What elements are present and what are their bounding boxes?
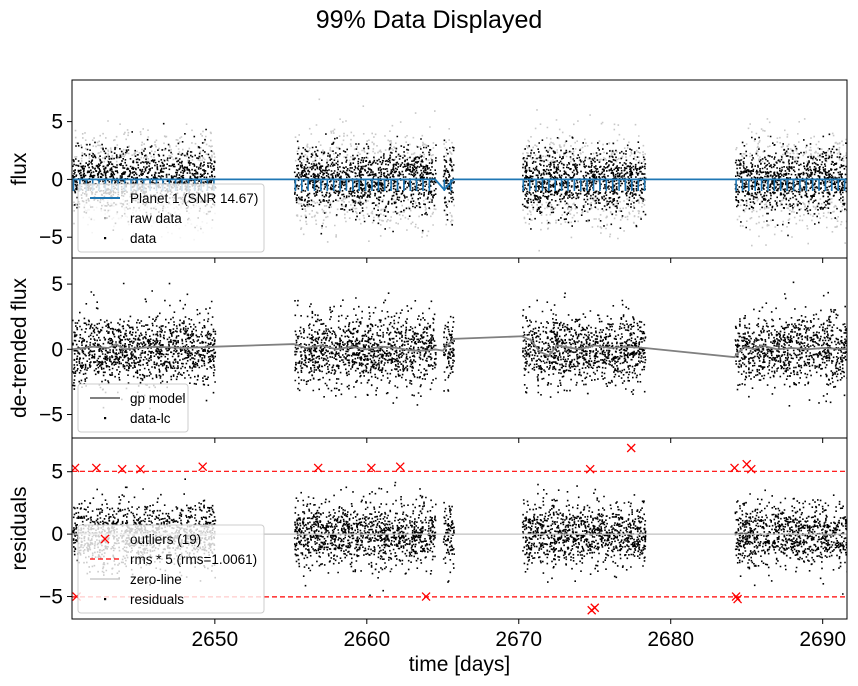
- legend-label: zero-line: [130, 572, 182, 587]
- figure-title: 99% Data Displayed: [315, 6, 543, 34]
- outlier-marker-4: [198, 462, 208, 472]
- legend-box: [77, 183, 265, 253]
- legend-label: rms * 5 (rms=1.0061): [130, 552, 257, 567]
- legend-residuals: outliers (19) rms * 5 (rms=1.0061) zero-li…: [77, 524, 265, 614]
- ytick-label: 5: [51, 273, 63, 296]
- outlier-marker-5: [313, 463, 323, 473]
- ytick-label: 0: [51, 338, 63, 361]
- xtick-label: 2680: [647, 628, 694, 651]
- legend-swatch: [104, 237, 107, 240]
- ylabel-detrended: de-trended flux: [8, 277, 31, 418]
- legend-swatch: [104, 598, 107, 601]
- panel-flux: 5 0 −5 flux Planet 1 (SNR 14.67) raw data data: [8, 79, 848, 263]
- ytick-label: 5: [51, 461, 63, 484]
- outlier-marker-10: [585, 464, 595, 474]
- ylabel-residuals: residuals: [8, 486, 31, 570]
- outlier-marker-6: [366, 463, 376, 473]
- legend-swatch: [100, 534, 110, 544]
- plot-area-detrended: [72, 281, 847, 410]
- legend-flux: Planet 1 (SNR 14.67) raw data data: [77, 183, 265, 253]
- line-gp-model: [72, 335, 847, 359]
- legend-label: outliers (19): [130, 532, 201, 547]
- panel-detrended: 5 0 −5 de-trended flux gp model data-lc: [8, 257, 848, 443]
- legend-box: [77, 383, 189, 433]
- ytick-label: 0: [51, 523, 63, 546]
- xtick-label: 2660: [343, 628, 390, 651]
- ytick-label: −5: [39, 586, 63, 609]
- outlier-marker-14: [730, 463, 740, 473]
- ytick-label: 5: [51, 111, 63, 134]
- legend-label: Planet 1 (SNR 14.67): [130, 191, 258, 206]
- panel-residuals: 5 0 −5 2650 2660 2670 2680 2690 residuals time [d…: [8, 437, 848, 676]
- xlabel: time [days]: [409, 653, 511, 676]
- legend-detrended: gp model data-lc: [77, 383, 189, 433]
- legend-box: [77, 524, 265, 614]
- outlier-marker-2: [117, 464, 127, 474]
- xtick-label: 2690: [799, 628, 846, 651]
- legend-label: data-lc: [130, 411, 171, 426]
- legend-swatch: [104, 417, 107, 420]
- ytick-label: −5: [39, 226, 63, 249]
- legend-label: raw data: [130, 211, 182, 226]
- outlier-marker-3: [135, 464, 145, 474]
- xtick-label: 2670: [495, 628, 542, 651]
- legend-label: data: [130, 231, 157, 246]
- outlier-marker-1: [91, 463, 101, 473]
- legend-label: gp model: [130, 391, 186, 406]
- outlier-marker-16: [746, 464, 756, 474]
- outlier-marker-7: [395, 462, 405, 472]
- ytick-label: 0: [51, 168, 63, 191]
- axes-frame-residuals: [71, 437, 848, 620]
- outlier-marker-11: [626, 443, 636, 453]
- outlier-marker-18: [733, 594, 743, 604]
- outlier-marker-13: [590, 603, 600, 613]
- ylabel-flux: flux: [8, 152, 31, 185]
- xtick-label: 2650: [191, 628, 238, 651]
- legend-label: residuals: [130, 592, 184, 607]
- legend-swatch: [104, 217, 107, 220]
- ytick-label: −5: [39, 404, 63, 427]
